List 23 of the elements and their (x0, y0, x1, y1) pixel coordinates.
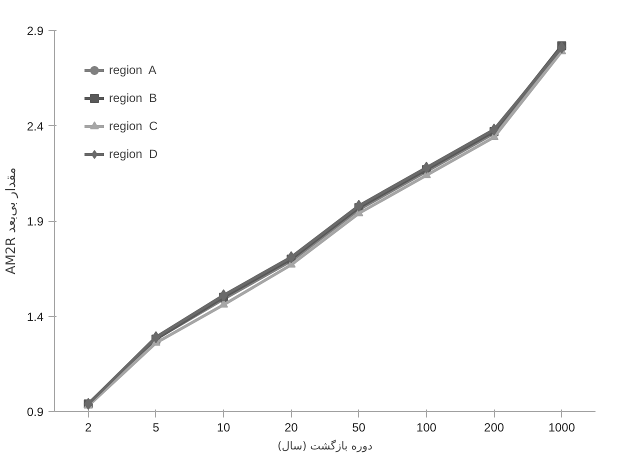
point (152, 331, 160, 344)
y-tick-label: 0.9 (26, 405, 44, 419)
x-tick-label: 50 (352, 420, 366, 434)
y-tick-label: 2.9 (26, 24, 44, 38)
legend-label: region D (109, 147, 158, 161)
point (219, 289, 228, 302)
x-tick-label: 1000 (548, 420, 576, 434)
legend-label: region B (109, 91, 158, 105)
point (422, 162, 431, 174)
x-tick-label: 5 (152, 420, 160, 434)
x-axis-title: دوره بازگشت (سال) (278, 440, 373, 452)
point (219, 300, 228, 308)
y-tick-label: 1.9 (26, 214, 44, 228)
x-tick-label: 200 (484, 420, 504, 434)
x-tick-label: 10 (216, 420, 231, 434)
y-axis-title: AM2R مقدار بی‌بعد (4, 167, 19, 275)
legend-label: region C (109, 119, 158, 133)
x-tick-label: 100 (416, 420, 437, 434)
legend-label: region A (109, 63, 156, 77)
x-tick-label: 20 (284, 420, 298, 434)
y-tick-label: 2.4 (26, 119, 44, 134)
y-tick-label: 1.4 (26, 310, 44, 324)
x-tick-label: 2 (84, 420, 92, 434)
